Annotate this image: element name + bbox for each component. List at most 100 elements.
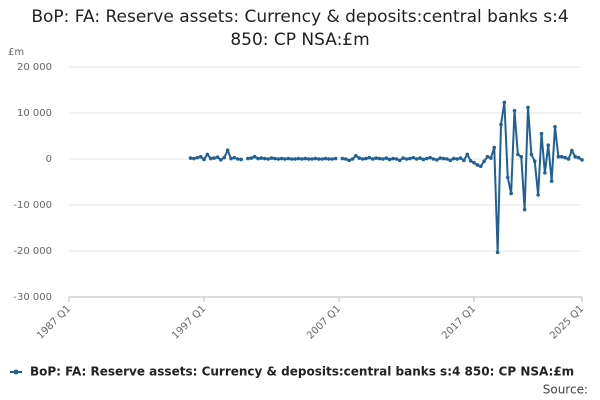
data-point <box>505 175 510 180</box>
y-tick-label: -30 000 <box>13 292 52 303</box>
data-point <box>516 152 520 157</box>
data-point <box>249 156 254 160</box>
data-point <box>391 156 395 161</box>
data-point <box>424 156 429 161</box>
data-point <box>559 154 564 159</box>
data-point <box>573 154 578 159</box>
data-point <box>259 156 264 160</box>
data-point <box>438 156 443 160</box>
data-point <box>323 156 328 161</box>
data-point <box>300 157 304 161</box>
data-point <box>522 207 527 212</box>
data-point <box>576 155 581 160</box>
data-point <box>475 163 480 167</box>
data-point <box>458 156 463 160</box>
data-point <box>553 125 557 129</box>
data-point <box>283 157 287 161</box>
data-point <box>205 152 210 157</box>
data-point <box>327 157 331 161</box>
data-point <box>198 154 203 159</box>
data-point <box>445 157 449 161</box>
data-point <box>340 156 345 161</box>
data-point <box>252 154 257 159</box>
data-point <box>235 157 240 161</box>
data-point <box>462 158 466 163</box>
data-point <box>212 156 216 160</box>
data-point <box>279 156 284 161</box>
data-point <box>451 156 456 161</box>
data-point <box>303 156 308 161</box>
data-point <box>502 100 507 105</box>
data-point <box>499 122 503 127</box>
y-tick-label: -10 000 <box>13 200 52 211</box>
y-tick-label: -20 000 <box>13 246 52 257</box>
y-tick-label: 20 000 <box>17 62 52 73</box>
data-point <box>492 145 497 150</box>
data-point <box>296 156 301 161</box>
data-point <box>192 156 196 161</box>
data-point <box>215 155 220 159</box>
data-point <box>239 157 243 162</box>
data-point <box>448 158 453 163</box>
data-point <box>519 154 524 159</box>
data-point <box>394 157 399 161</box>
data-point <box>208 156 213 161</box>
data-point <box>320 157 324 161</box>
data-point <box>566 157 571 161</box>
data-point <box>465 152 470 157</box>
data-point <box>269 156 274 160</box>
data-point <box>421 157 426 162</box>
data-point <box>418 156 422 160</box>
data-point <box>219 158 223 162</box>
data-point <box>549 179 554 183</box>
data-point <box>472 160 476 165</box>
data-point <box>468 159 473 163</box>
data-point <box>529 152 534 157</box>
data-point <box>411 155 416 160</box>
data-point <box>354 153 358 158</box>
data-point <box>333 156 338 161</box>
x-tick-label: 1997 Q1 <box>170 303 208 341</box>
data-point <box>485 154 490 159</box>
data-point <box>539 131 544 136</box>
data-point <box>482 159 486 164</box>
data-point <box>570 148 574 153</box>
data-point <box>364 156 368 161</box>
data-point <box>313 156 318 161</box>
data-point <box>401 156 405 160</box>
data-point <box>543 171 547 175</box>
data-point <box>225 148 230 153</box>
source: Source: <box>543 383 588 397</box>
data-point <box>256 156 260 161</box>
data-point <box>316 157 321 161</box>
legend-label: BoP: FA: Reserve assets: Currency & depo… <box>30 365 574 379</box>
data-point <box>293 157 297 161</box>
data-point <box>408 156 412 161</box>
x-tick-label: 2007 Q1 <box>305 303 343 341</box>
data-point <box>397 158 402 163</box>
data-point <box>428 155 432 160</box>
data-point <box>377 156 382 161</box>
data-point <box>404 157 409 161</box>
data-point <box>580 158 584 162</box>
data-point <box>195 155 200 160</box>
series-line <box>190 102 583 253</box>
data-point <box>343 157 348 161</box>
data-point <box>441 156 446 161</box>
y-tick-label: 0 <box>46 154 52 165</box>
data-point <box>330 157 335 161</box>
x-tick-label: 1987 Q1 <box>35 303 73 341</box>
data-point <box>347 158 351 163</box>
data-point <box>546 143 551 147</box>
data-point <box>489 156 493 160</box>
data-point <box>414 157 419 161</box>
data-point <box>455 157 459 161</box>
data-point <box>360 157 365 161</box>
data-point <box>310 157 314 161</box>
data-point <box>512 108 517 113</box>
data-point <box>387 157 392 162</box>
data-point <box>374 156 378 160</box>
legend-marker <box>13 369 19 375</box>
y-unit: £m <box>8 47 24 58</box>
